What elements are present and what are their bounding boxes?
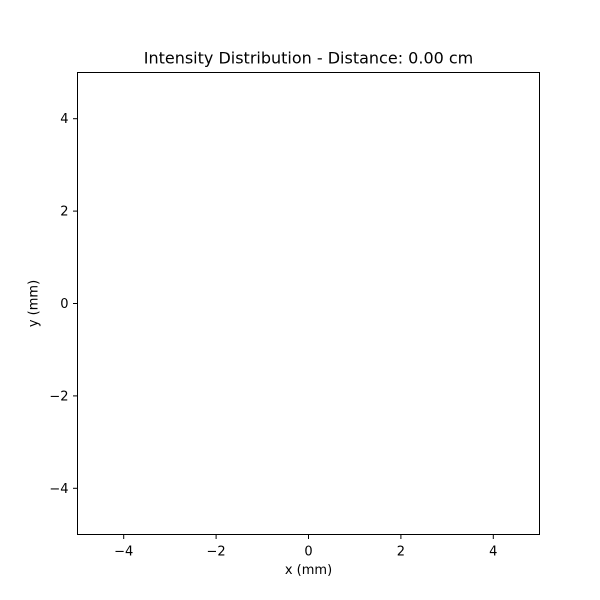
plot-area xyxy=(77,72,540,535)
x-tick-label: 0 xyxy=(304,545,312,560)
y-ticks-group: −4 −2 0 2 4 xyxy=(49,112,78,497)
y-tick-label: 0 xyxy=(60,297,68,312)
y-tick-label: −2 xyxy=(49,389,68,404)
y-tick-label: 2 xyxy=(60,205,68,220)
x-tick-label: −2 xyxy=(207,545,226,560)
y-tick-label: −4 xyxy=(49,482,68,497)
chart-title: Intensity Distribution - Distance: 0.00 … xyxy=(144,49,474,68)
x-tick-label: 4 xyxy=(489,545,497,560)
x-tick-label: −4 xyxy=(114,545,133,560)
x-tick-label: 2 xyxy=(397,545,405,560)
x-axis-label: x (mm) xyxy=(285,563,332,578)
y-tick-label: 4 xyxy=(60,112,68,127)
x-ticks-group: −4 −2 0 2 4 xyxy=(114,534,497,560)
y-axis-label: y (mm) xyxy=(27,280,42,327)
